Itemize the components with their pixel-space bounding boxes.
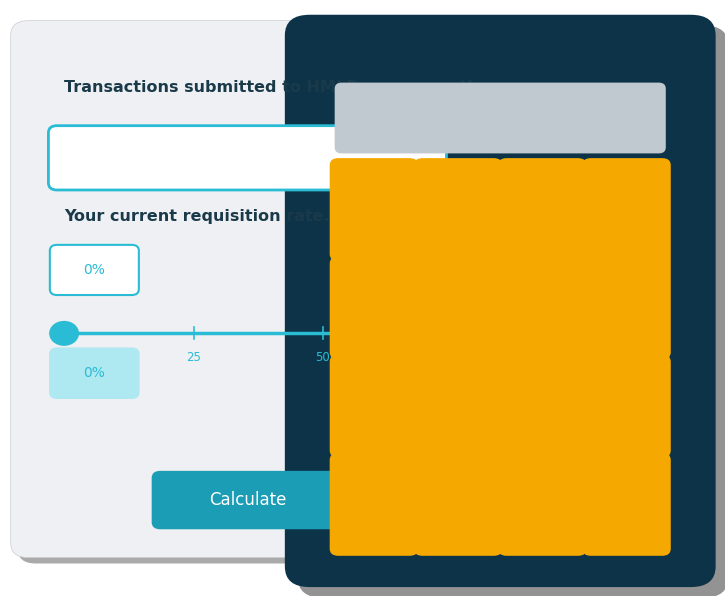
- FancyBboxPatch shape: [11, 21, 502, 558]
- FancyBboxPatch shape: [18, 27, 509, 563]
- Circle shape: [50, 322, 78, 345]
- FancyBboxPatch shape: [498, 158, 587, 261]
- FancyBboxPatch shape: [330, 256, 418, 359]
- Text: Transactions submitted to HMLR every month.: Transactions submitted to HMLR every mon…: [64, 80, 485, 95]
- FancyBboxPatch shape: [414, 256, 502, 359]
- FancyBboxPatch shape: [50, 245, 139, 295]
- FancyBboxPatch shape: [582, 355, 671, 458]
- FancyBboxPatch shape: [330, 453, 418, 556]
- FancyBboxPatch shape: [582, 158, 671, 359]
- FancyBboxPatch shape: [50, 348, 139, 398]
- FancyBboxPatch shape: [330, 355, 418, 458]
- FancyBboxPatch shape: [498, 453, 587, 556]
- FancyBboxPatch shape: [330, 158, 418, 261]
- FancyBboxPatch shape: [298, 26, 725, 596]
- FancyBboxPatch shape: [414, 355, 502, 458]
- Text: 0%: 0%: [83, 263, 105, 277]
- Text: 0: 0: [60, 351, 67, 364]
- Text: 25: 25: [186, 351, 201, 364]
- FancyBboxPatch shape: [414, 158, 502, 261]
- Text: Calculate: Calculate: [209, 491, 286, 509]
- FancyBboxPatch shape: [285, 15, 716, 587]
- FancyBboxPatch shape: [414, 453, 502, 556]
- FancyBboxPatch shape: [49, 126, 447, 190]
- FancyBboxPatch shape: [582, 453, 671, 556]
- FancyBboxPatch shape: [498, 355, 587, 458]
- FancyBboxPatch shape: [498, 256, 587, 359]
- Text: 50: 50: [315, 351, 330, 364]
- FancyBboxPatch shape: [152, 471, 343, 529]
- Text: Your current requisition rate.: Your current requisition rate.: [64, 209, 330, 225]
- FancyBboxPatch shape: [335, 83, 666, 153]
- Text: 75: 75: [444, 351, 460, 364]
- Text: 0%: 0%: [83, 366, 105, 380]
